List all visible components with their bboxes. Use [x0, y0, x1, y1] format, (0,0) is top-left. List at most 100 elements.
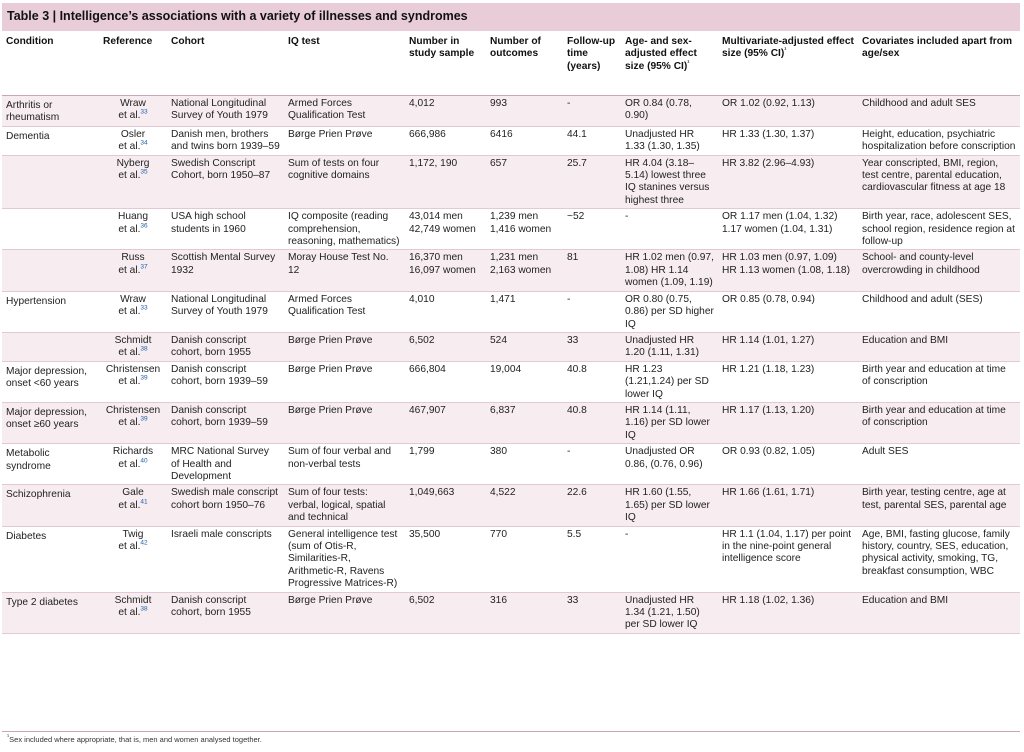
cell-condition: Arthritis or rheumatism: [2, 95, 99, 127]
cell-age-sex-effect: HR 1.14 (1.11, 1.16) per SD lower IQ: [621, 402, 718, 444]
reference-number: 33: [140, 304, 148, 312]
cell-condition: [2, 249, 99, 292]
cell-followup: 33: [563, 332, 621, 362]
reference-author: Richards: [112, 446, 154, 458]
cell-sample: 1,799: [409, 446, 435, 458]
cell-outcomes: 993: [486, 95, 563, 127]
cell-followup: -: [567, 446, 571, 458]
col-header-followup: Follow-up time (years): [563, 31, 621, 96]
cell-cohort: Israeli male conscripts: [171, 528, 272, 540]
table-row: Huang et al.36 USA high school students in…: [2, 209, 1020, 250]
cell-iq-test: Børge Prien Prøve: [288, 363, 373, 375]
cell-age-sex-effect: HR 1.60 (1.55, 1.65) per SD lower IQ: [621, 484, 718, 527]
cell-reference: Nyberg et al.35: [99, 155, 167, 209]
cell-covariates: Birth year, testing centre, age at test,…: [858, 484, 1020, 527]
table-row: Arthritis or rheumatism Wraw et al.33 Natio…: [2, 95, 1020, 127]
reference-number: 33: [140, 109, 148, 117]
cell-covariates: School- and county-level overcrowding in…: [858, 249, 1020, 292]
cell-followup: 33: [563, 592, 621, 634]
reference-etal: et al.: [118, 306, 141, 318]
cell-reference: Wraw et al.33: [99, 291, 167, 332]
cell-cohort: Scottish Mental Survey 1932: [167, 249, 284, 292]
reference-author: Schmidt: [114, 334, 152, 346]
cell-age-sex-effect: HR 1.23 (1.21,1.24) per SD lower IQ: [625, 363, 709, 400]
cell-condition: [2, 155, 99, 209]
col-header-cohort: Cohort: [167, 31, 284, 96]
cell-sample: 35,500: [409, 528, 441, 540]
cell-sample: 666,986: [409, 128, 446, 140]
cell-covariates: Childhood and adult (SES): [862, 293, 983, 305]
cell-outcomes: 19,004: [490, 363, 522, 375]
reference-author: Wraw: [120, 293, 146, 305]
cell-multivariate-effect: HR 3.82 (2.96–4.93): [718, 155, 858, 209]
cell-condition: Major depression, onset <60 years: [6, 365, 87, 390]
cell-age-sex-effect: HR 1.02 men (0.97, 1.08) HR 1.14 women (…: [621, 249, 718, 292]
cell-reference: Schmidt et al.38: [99, 332, 167, 362]
table-row: Schmidt et al.38 Danish conscript cohort, …: [2, 332, 1020, 362]
cell-reference: Russ et al.37: [99, 249, 167, 292]
cell-age-sex-effect: -: [625, 528, 629, 540]
cell-multivariate-effect: HR 1.33 (1.30, 1.37): [722, 128, 815, 140]
cell-covariates: Birth year and education at time of cons…: [862, 363, 1006, 388]
cell-outcomes: 770: [490, 528, 507, 540]
cell-age-sex-effect: OR 0.84 (0.78, 0.90): [621, 95, 718, 127]
cell-iq-test: IQ composite (reading comprehension, rea…: [288, 211, 400, 248]
cell-sample: 4,010: [409, 293, 435, 305]
reference-etal: et al.: [118, 541, 141, 552]
cell-reference: Twig et al.42: [99, 526, 167, 592]
cell-outcomes: 4,522: [486, 484, 563, 527]
cell-age-sex-effect: -: [625, 211, 629, 223]
cell-outcomes: 316: [486, 592, 563, 634]
table-body: Arthritis or rheumatism Wraw et al.33 Natio…: [2, 95, 1020, 634]
cell-cohort: Danish conscript cohort, born 1939–59: [171, 363, 268, 388]
cell-condition: [2, 209, 99, 250]
table-row: Metabolic syndrome Richards et al.40 MRC Na…: [2, 444, 1020, 485]
col-header-multivariate: Multivariate-adjusted effect size (95% C…: [718, 31, 858, 96]
cell-sample: 6,502: [405, 592, 486, 634]
cell-iq-test: Sum of tests on four cognitive domains: [284, 155, 405, 209]
cell-covariates: Education and BMI: [858, 592, 1020, 634]
cell-cohort: National Longitudinal Survey of Youth 19…: [167, 95, 284, 127]
reference-etal: et al.: [118, 376, 141, 388]
cell-multivariate-effect: OR 0.85 (0.78, 0.94): [722, 293, 815, 305]
cell-followup: 40.8: [563, 402, 621, 444]
cell-multivariate-effect: HR 1.17 (1.13, 1.20): [718, 402, 858, 444]
cell-followup: -: [563, 95, 621, 127]
cell-followup: 44.1: [567, 128, 587, 140]
col-header-iq-test: IQ test: [284, 31, 405, 96]
cell-sample: 666,804: [409, 363, 446, 375]
footnote-mark: ¹: [687, 59, 690, 67]
reference-author: Russ: [121, 252, 145, 264]
cell-outcomes: 1,471: [490, 293, 516, 305]
cell-age-sex-effect: OR 0.80 (0.75, 0.86) per SD higher IQ: [625, 293, 714, 330]
cell-followup: 81: [563, 249, 621, 292]
cell-reference: Gale et al.41: [99, 484, 167, 527]
cell-cohort: National Longitudinal Survey of Youth 19…: [171, 293, 268, 318]
cell-covariates: Education and BMI: [858, 332, 1020, 362]
data-table: Condition Reference Cohort IQ test Numbe…: [2, 31, 1020, 634]
cell-outcomes: 1,231 men 2,163 women: [486, 249, 563, 292]
cell-cohort: Danish conscript cohort, born 1955: [167, 592, 284, 634]
cell-covariates: Birth year, race, adolescent SES, school…: [862, 211, 1015, 248]
reference-number: 39: [140, 415, 148, 423]
table-row: Russ et al.37 Scottish Mental Survey 1932 M…: [2, 249, 1020, 292]
cell-reference: Christensen et al.39: [99, 361, 167, 402]
cell-followup: 40.8: [567, 363, 587, 375]
table-row: Major depression, onset <60 years Christe…: [2, 361, 1020, 403]
table-row: Dementia Osler et al.34 Danish men, brother…: [2, 126, 1020, 156]
reference-author: Wraw: [120, 98, 146, 109]
cell-age-sex-effect: Unadjusted OR 0.86, (0.76, 0.96): [625, 446, 703, 470]
reference-number: 36: [140, 222, 148, 230]
cell-multivariate-effect: HR 1.1 (1.04, 1.17) per point in the nin…: [722, 528, 852, 565]
cell-iq-test: General intelligence test (sum of Otis-R…: [288, 528, 398, 590]
cell-reference: Richards et al.40: [99, 444, 167, 485]
cell-age-sex-effect: HR 4.04 (3.18–5.14) lowest three IQ stan…: [621, 155, 718, 209]
col-header-reference: Reference: [99, 31, 167, 96]
table-row: Nyberg et al.35 Swedish Conscript Cohort, …: [2, 155, 1020, 209]
cell-multivariate-effect: HR 1.03 men (0.97, 1.09) HR 1.13 women (…: [718, 249, 858, 292]
table-row: Hypertension Wraw et al.33 National Longitu…: [2, 291, 1020, 333]
cell-cohort: MRC National Survey of Health and Develo…: [171, 446, 269, 482]
reference-number: 38: [140, 605, 148, 613]
cell-condition: Schizophrenia: [2, 484, 99, 527]
col-header-sample: Number in study sample: [405, 31, 486, 96]
